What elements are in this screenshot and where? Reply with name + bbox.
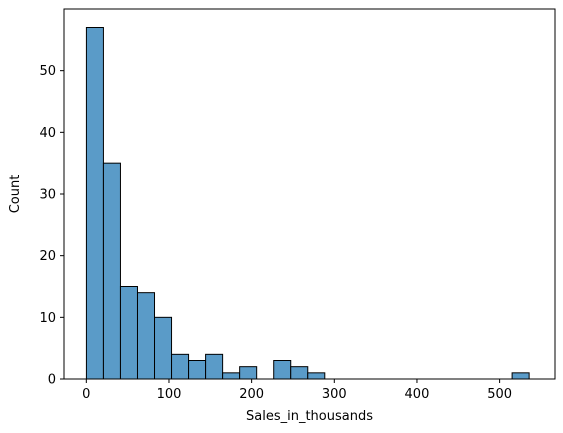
y-axis-label: Count <box>8 175 23 214</box>
histogram-bar <box>119 286 138 380</box>
y-tick-label: 10 <box>39 311 56 326</box>
histogram-bar <box>154 316 173 380</box>
x-tick-label: 200 <box>239 387 264 402</box>
histogram-bar <box>102 162 121 380</box>
histogram-bars <box>85 27 530 380</box>
histogram-bar <box>239 366 258 380</box>
histogram-bar <box>171 353 190 380</box>
x-tick-label: 0 <box>82 387 90 402</box>
histogram-bar <box>85 27 104 380</box>
x-axis-label: Sales_in_thousands <box>246 409 373 424</box>
histogram-bar <box>222 372 241 380</box>
y-tick-label: 40 <box>39 126 56 141</box>
x-axis-ticks: 0 100 200 300 400 500 <box>82 379 512 402</box>
histogram-bar <box>273 360 292 380</box>
histogram-bar <box>188 360 207 380</box>
histogram-bar <box>307 372 326 380</box>
x-tick-label: 400 <box>405 387 430 402</box>
y-tick-label: 20 <box>39 249 56 264</box>
histogram-bar <box>136 292 156 380</box>
y-tick-label: 50 <box>39 64 56 79</box>
histogram-bar <box>205 353 224 380</box>
histogram-bar <box>511 372 530 380</box>
x-tick-label: 500 <box>487 387 512 402</box>
x-tick-label: 100 <box>157 387 182 402</box>
x-tick-label: 300 <box>322 387 347 402</box>
histogram-bar <box>290 366 309 380</box>
y-tick-label: 0 <box>48 373 56 388</box>
y-axis-ticks: 0 10 20 30 40 50 <box>39 64 64 388</box>
y-tick-label: 30 <box>39 188 56 203</box>
